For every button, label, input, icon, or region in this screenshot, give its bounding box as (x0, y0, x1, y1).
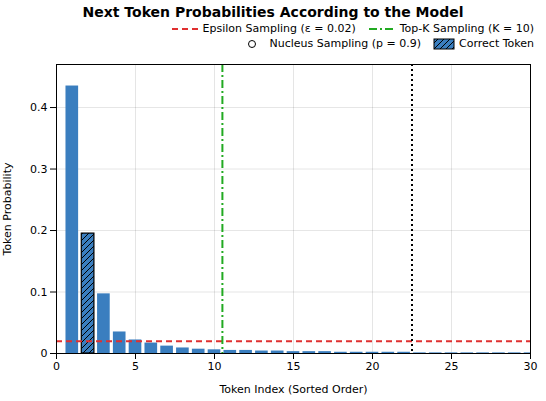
html-text:Epsilon Sampling (ε = 0.02): Epsilon Sampling (ε = 0.02) (202, 22, 356, 35)
svg-text:Token Probability: Token Probability (1, 162, 14, 256)
svg-text:10: 10 (208, 360, 222, 373)
html-text:Top-K Sampling (K = 10): Top-K Sampling (K = 10) (399, 22, 534, 35)
svg-text:0.3: 0.3 (30, 163, 48, 176)
svg-text:5: 5 (132, 360, 139, 373)
svg-text:20: 20 (366, 360, 380, 373)
svg-text:0: 0 (53, 360, 60, 373)
svg-text:0: 0 (41, 347, 48, 360)
svg-text:0.4: 0.4 (30, 101, 48, 114)
svg-text:25: 25 (445, 360, 459, 373)
svg-text:0.1: 0.1 (30, 286, 48, 299)
svg-text:0.2: 0.2 (30, 224, 48, 237)
html-text:Nucleus Sampling (p = 0.9): Nucleus Sampling (p = 0.9) (269, 37, 421, 50)
svg-text:15: 15 (287, 360, 301, 373)
svg-text:Token Index (Sorted Order): Token Index (Sorted Order) (218, 383, 367, 396)
html-text:Correct Token: Correct Token (459, 37, 534, 50)
html-text:Next Token Probabilities Accor: Next Token Probabilities According to th… (82, 4, 464, 20)
svg-text:30: 30 (524, 360, 538, 373)
